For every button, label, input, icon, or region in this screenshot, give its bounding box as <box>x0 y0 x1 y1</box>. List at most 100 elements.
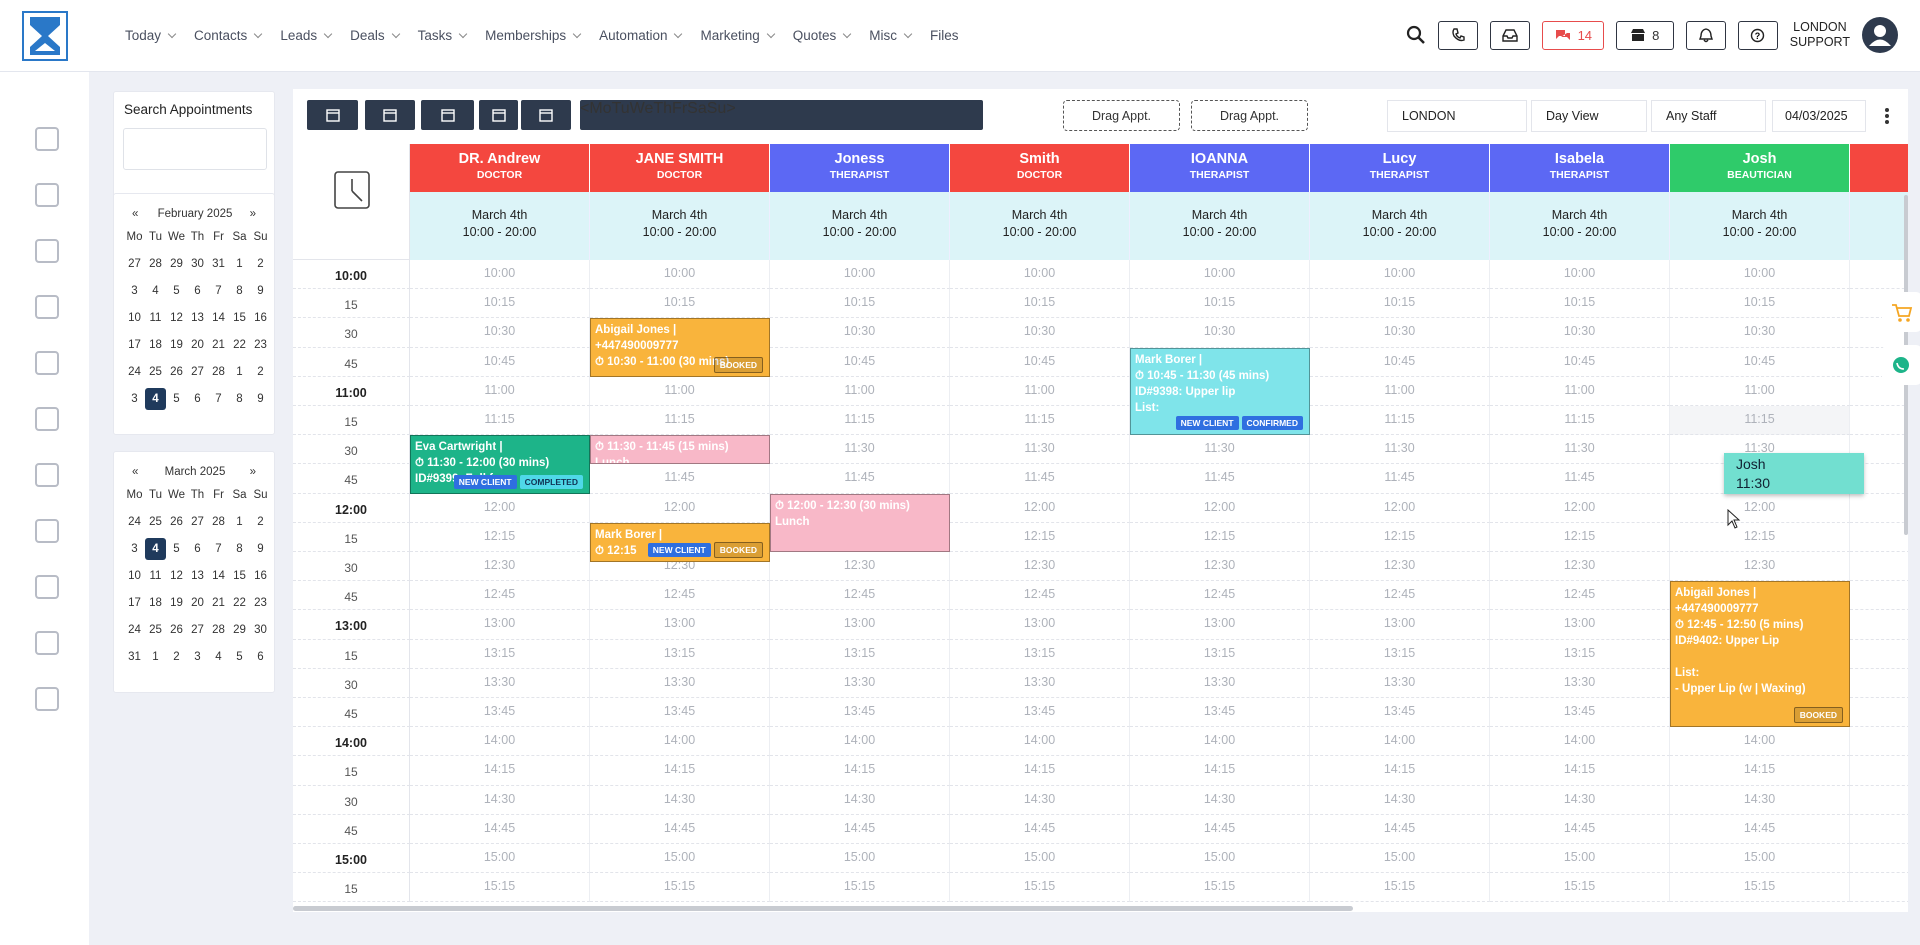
time-slot[interactable]: 11:30 <box>1310 435 1490 465</box>
side-icon[interactable] <box>35 575 59 599</box>
day[interactable]: 22 <box>233 597 246 609</box>
appointment[interactable]: Mark Borer | ⏱ 12:15 NEW CLIENT BOOKED <box>590 522 770 563</box>
time-slot[interactable]: 15:00 <box>1310 844 1490 874</box>
day[interactable]: 10 <box>128 312 141 324</box>
side-icon[interactable] <box>35 127 59 151</box>
time-slot[interactable]: 14:30 <box>950 785 1130 815</box>
day[interactable]: 11 <box>149 570 162 582</box>
day-button[interactable]: Tu <box>611 100 630 117</box>
time-slot[interactable]: 14:15 <box>410 756 590 786</box>
day-button[interactable]: We <box>629 100 654 117</box>
time-slot[interactable]: 15:00 <box>770 844 950 874</box>
help-button[interactable]: ? <box>1737 20 1778 50</box>
time-slot[interactable]: 10:30 <box>1490 318 1670 348</box>
time-slot[interactable]: 11:45 <box>1130 464 1310 494</box>
whatsapp-tab[interactable] <box>1882 345 1920 385</box>
time-slot[interactable]: 10:00 <box>410 260 590 290</box>
time-slot[interactable]: 13:45 <box>1130 698 1310 728</box>
time-slot[interactable]: 10:00 <box>1310 260 1490 290</box>
time-slot[interactable]: 13:45 <box>1490 698 1670 728</box>
side-icon[interactable] <box>35 183 59 207</box>
day[interactable]: 9 <box>257 285 264 297</box>
time-slot[interactable]: 14:00 <box>1310 727 1490 757</box>
time-slot[interactable]: 14:45 <box>770 814 950 844</box>
time-slot[interactable]: 10:30 <box>950 318 1130 348</box>
day[interactable]: 9 <box>257 393 264 405</box>
day[interactable]: 31 <box>212 258 225 270</box>
time-slot[interactable]: 11:30 <box>1490 435 1670 465</box>
day[interactable]: 25 <box>149 366 162 378</box>
day[interactable]: 21 <box>212 597 225 609</box>
day[interactable]: 13 <box>191 312 204 324</box>
appointment[interactable]: ⏱ 12:00 - 12:30 (30 mins) Lunch <box>770 493 950 552</box>
time-slot[interactable]: 12:30 <box>1130 552 1310 582</box>
time-slot[interactable]: 14:00 <box>1130 727 1310 757</box>
time-slot[interactable]: 14:00 <box>590 727 770 757</box>
drag-appointment[interactable]: Drag Appt. <box>1063 100 1180 131</box>
time-slot[interactable]: 10:15 <box>1310 289 1490 319</box>
day[interactable]: 27 <box>191 516 204 528</box>
time-slot[interactable]: 12:00 <box>1310 493 1490 523</box>
time-slot[interactable]: 15:15 <box>410 873 590 903</box>
day[interactable]: 7 <box>215 285 222 297</box>
time-slot[interactable]: 14:45 <box>1670 814 1850 844</box>
time-slot[interactable]: 13:30 <box>590 668 770 698</box>
time-slot[interactable]: 13:30 <box>1130 668 1310 698</box>
day[interactable]: 2 <box>257 516 264 528</box>
day[interactable]: 15 <box>233 570 246 582</box>
day[interactable]: 26 <box>170 624 183 636</box>
day[interactable]: 2 <box>257 366 264 378</box>
day[interactable]: 1 <box>236 516 243 528</box>
day[interactable]: 3 <box>131 543 138 555</box>
day[interactable]: 29 <box>170 258 183 270</box>
time-slot[interactable]: 14:00 <box>1670 727 1850 757</box>
day[interactable]: 27 <box>191 624 204 636</box>
time-slot[interactable]: 11:15 <box>950 406 1130 436</box>
nav-item[interactable]: Memberships <box>485 28 580 43</box>
time-slot[interactable]: 10:15 <box>1490 289 1670 319</box>
time-slot[interactable]: 14:30 <box>770 785 950 815</box>
day[interactable]: 7 <box>215 393 222 405</box>
day[interactable]: 8 <box>236 285 243 297</box>
day[interactable]: 18 <box>149 597 162 609</box>
time-slot[interactable]: 10:45 <box>1490 347 1670 377</box>
time-slot[interactable]: 12:30 <box>1310 552 1490 582</box>
time-slot[interactable]: 13:45 <box>950 698 1130 728</box>
day[interactable]: 5 <box>173 543 180 555</box>
time-slot[interactable]: 11:00 <box>1310 376 1490 406</box>
time-slot[interactable]: 13:45 <box>770 698 950 728</box>
time-slot[interactable]: 13:45 <box>1310 698 1490 728</box>
appointment[interactable]: Abigail Jones | +447490009777 ⏱ 12:45 - 12… <box>1670 581 1850 728</box>
time-slot[interactable]: 10:00 <box>1670 260 1850 290</box>
time-slot[interactable]: 11:30 <box>1130 435 1310 465</box>
time-slot[interactable]: 12:30 <box>950 552 1130 582</box>
day[interactable]: 16 <box>254 570 267 582</box>
time-slot[interactable]: 15:15 <box>1310 873 1490 903</box>
day[interactable]: 28 <box>149 258 162 270</box>
time-slot[interactable]: 10:00 <box>950 260 1130 290</box>
toolbar-icon-button[interactable] <box>365 100 415 130</box>
time-slot[interactable]: 13:15 <box>950 639 1130 669</box>
day[interactable]: 25 <box>149 516 162 528</box>
time-slot[interactable] <box>1850 698 1908 728</box>
time-slot[interactable]: 10:15 <box>590 289 770 319</box>
time-slot[interactable]: 13:15 <box>1310 639 1490 669</box>
time-slot[interactable]: 14:45 <box>1130 814 1310 844</box>
select-view[interactable]: Day View <box>1531 100 1647 132</box>
time-slot[interactable]: 14:30 <box>1310 785 1490 815</box>
time-slot[interactable]: 13:45 <box>590 698 770 728</box>
time-slot[interactable]: 12:45 <box>770 581 950 611</box>
day[interactable]: 1 <box>236 258 243 270</box>
day[interactable]: 31 <box>128 651 141 663</box>
time-slot[interactable] <box>1850 727 1908 757</box>
time-slot[interactable]: 15:15 <box>1130 873 1310 903</box>
day-button[interactable]: < <box>580 100 590 117</box>
side-icon[interactable] <box>35 295 59 319</box>
nav-item[interactable]: Deals <box>350 28 399 43</box>
time-slot[interactable]: 12:30 <box>410 552 590 582</box>
time-slot[interactable] <box>1850 844 1908 874</box>
time-slot[interactable]: 14:45 <box>1490 814 1670 844</box>
nav-item[interactable]: Automation <box>599 28 681 43</box>
day[interactable]: 25 <box>149 624 162 636</box>
time-slot[interactable]: 15:00 <box>1490 844 1670 874</box>
